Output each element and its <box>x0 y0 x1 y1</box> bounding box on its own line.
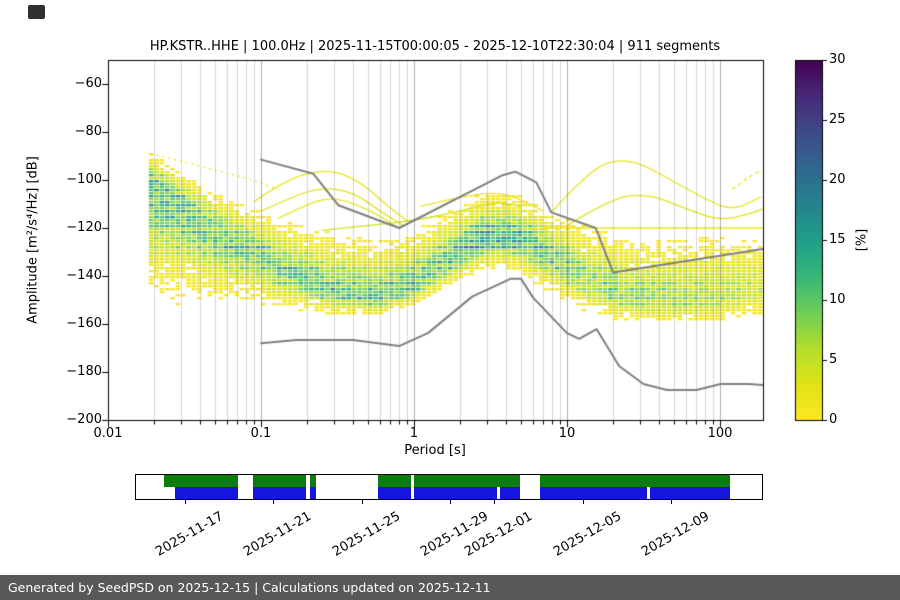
date-tick-mark <box>494 500 496 504</box>
x-tick-label: 0.1 <box>250 426 272 441</box>
y-tick-label: −60 <box>74 76 102 91</box>
y-axis-label: Amplitude [m²/s⁴/Hz] [dB] <box>25 156 41 324</box>
availability-segment <box>539 487 648 499</box>
availability-segment <box>252 487 307 499</box>
date-tick-mark <box>361 500 363 504</box>
availability-segment <box>310 487 317 499</box>
y-tick-label: −80 <box>74 124 102 139</box>
availability-segment <box>650 487 731 499</box>
availability-segment <box>539 475 731 487</box>
x-tick-label: 1 <box>409 426 419 441</box>
colorbar-tick-label: 15 <box>829 232 846 247</box>
y-tick-label: −120 <box>66 220 102 235</box>
availability-segment <box>378 475 412 487</box>
x-tick-label: 0.01 <box>93 426 123 441</box>
availability-segment <box>414 487 497 499</box>
colorbar-tick-label: 25 <box>829 112 846 127</box>
y-tick-label: −200 <box>66 412 102 427</box>
x-axis-label: Period [s] <box>404 443 466 458</box>
y-tick-label: −140 <box>66 268 102 283</box>
date-tick-mark <box>450 500 451 504</box>
y-tick-label: −160 <box>66 316 102 331</box>
date-tick-mark <box>670 500 672 504</box>
colorbar-tick-label: 5 <box>829 352 838 367</box>
window-corner-mark <box>28 5 45 19</box>
footer-bar: Generated by SeedPSD on 2025-12-15 | Cal… <box>0 575 900 600</box>
y-tick-label: −180 <box>66 364 102 379</box>
availability-segment <box>414 475 520 487</box>
footer-text: Generated by SeedPSD on 2025-12-15 | Cal… <box>8 580 491 595</box>
date-tick-mark <box>583 500 584 504</box>
date-tick-mark <box>272 500 274 504</box>
availability-segment <box>252 475 307 487</box>
availability-segment <box>378 487 412 499</box>
colorbar-tick-label: 0 <box>829 412 838 427</box>
colorbar-tick-label: 30 <box>829 52 846 67</box>
x-tick-label: 100 <box>707 426 733 441</box>
availability-segment <box>174 487 238 499</box>
availability-segment <box>499 487 520 499</box>
date-tick-mark <box>184 500 186 504</box>
chart-title: HP.KSTR..HHE | 100.0Hz | 2025-11-15T00:0… <box>149 39 721 54</box>
x-tick-label: 10 <box>558 426 576 441</box>
availability-segment <box>163 475 238 487</box>
y-tick-label: −100 <box>66 172 102 187</box>
colorbar-tick-label: 20 <box>829 172 846 187</box>
availability-timeline <box>135 474 763 500</box>
colorbar-label: [%] <box>854 228 870 252</box>
colorbar-tick-label: 10 <box>829 292 846 307</box>
availability-segment <box>310 475 317 487</box>
